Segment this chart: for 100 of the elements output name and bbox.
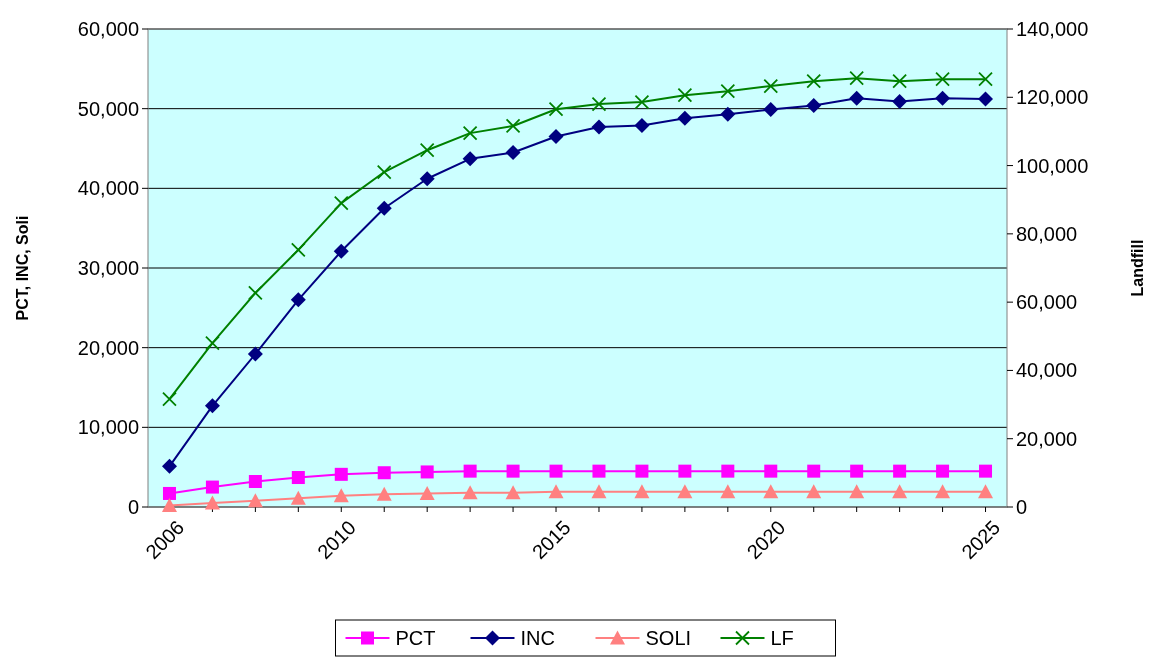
point [592, 464, 606, 478]
point [720, 83, 736, 99]
point [678, 464, 692, 478]
point [377, 466, 391, 480]
point [635, 464, 649, 478]
point [462, 125, 478, 141]
point [935, 71, 950, 87]
y2-axis-title: Landfill [1129, 239, 1146, 297]
point [634, 117, 650, 133]
legend-label: INC [520, 627, 555, 649]
point [333, 243, 349, 259]
point [162, 486, 176, 500]
y-tick-label: 60,000 [77, 18, 139, 40]
legend-label: PCT [395, 627, 436, 649]
y2-tick-label: 60,000 [1016, 291, 1078, 314]
point [634, 94, 650, 110]
point [205, 480, 219, 494]
point [677, 87, 693, 103]
point [549, 464, 563, 478]
point [893, 464, 907, 478]
y-tick-label: 30,000 [77, 257, 139, 279]
point [505, 144, 521, 160]
point [248, 475, 262, 489]
point [419, 142, 435, 158]
point [333, 488, 349, 503]
point [935, 484, 951, 499]
point [892, 73, 908, 89]
point [505, 118, 521, 134]
point [333, 195, 349, 211]
point [291, 471, 305, 485]
point [462, 151, 478, 167]
point [892, 484, 908, 499]
y2-tick-label: 120,000 [1016, 86, 1089, 109]
point [849, 90, 865, 106]
point [376, 200, 392, 216]
point [161, 497, 177, 512]
legend-label: LF [770, 627, 794, 649]
point [548, 101, 564, 117]
point [506, 464, 520, 478]
y2-tick-label: 140,000 [1016, 18, 1089, 40]
point [334, 467, 348, 481]
point [376, 486, 392, 501]
point [420, 465, 434, 479]
point [419, 171, 435, 187]
point [763, 484, 779, 499]
y2-tick-label: 40,000 [1016, 359, 1078, 382]
point [849, 484, 865, 499]
legend-label: SOLI [645, 627, 692, 649]
point [462, 485, 478, 500]
point [591, 96, 607, 112]
point [548, 129, 564, 145]
point [205, 335, 220, 351]
y-axis-title: PCT, INC, Soli [14, 215, 31, 321]
point [763, 101, 779, 117]
point [978, 484, 994, 499]
point [978, 71, 993, 87]
y-tick-label: 40,000 [77, 177, 139, 200]
point [677, 110, 693, 126]
point [850, 464, 864, 478]
point [204, 398, 220, 414]
y2-tick-label: 0 [1016, 496, 1028, 518]
point [935, 90, 951, 106]
point [677, 484, 693, 499]
point [463, 464, 477, 478]
point [806, 484, 822, 499]
point [763, 78, 779, 94]
point [806, 97, 822, 113]
point [290, 490, 306, 505]
point [376, 164, 392, 180]
point [936, 464, 950, 478]
point [720, 106, 736, 122]
y-tick-label: 50,000 [77, 97, 139, 120]
point [849, 70, 865, 86]
point [247, 493, 263, 508]
point [247, 346, 263, 362]
y-tick-label: 20,000 [77, 336, 139, 359]
point [978, 91, 994, 107]
point [419, 485, 435, 500]
point [979, 464, 993, 478]
point [807, 464, 821, 478]
point [162, 391, 177, 407]
point [806, 73, 822, 89]
y2-tick-label: 100,000 [1016, 154, 1089, 177]
point [290, 292, 306, 308]
y-tick-label: 0 [127, 496, 139, 518]
y-tick-label: 10,000 [77, 416, 139, 439]
point [720, 484, 736, 499]
point [161, 458, 177, 474]
point [634, 484, 650, 499]
point [591, 119, 607, 135]
point [247, 285, 263, 301]
point [764, 464, 778, 478]
point [204, 495, 220, 510]
point [290, 242, 306, 258]
point [548, 484, 564, 499]
y2-tick-label: 20,000 [1016, 427, 1078, 450]
point [721, 464, 735, 478]
point [505, 485, 521, 500]
point [591, 484, 607, 499]
point [892, 94, 908, 109]
